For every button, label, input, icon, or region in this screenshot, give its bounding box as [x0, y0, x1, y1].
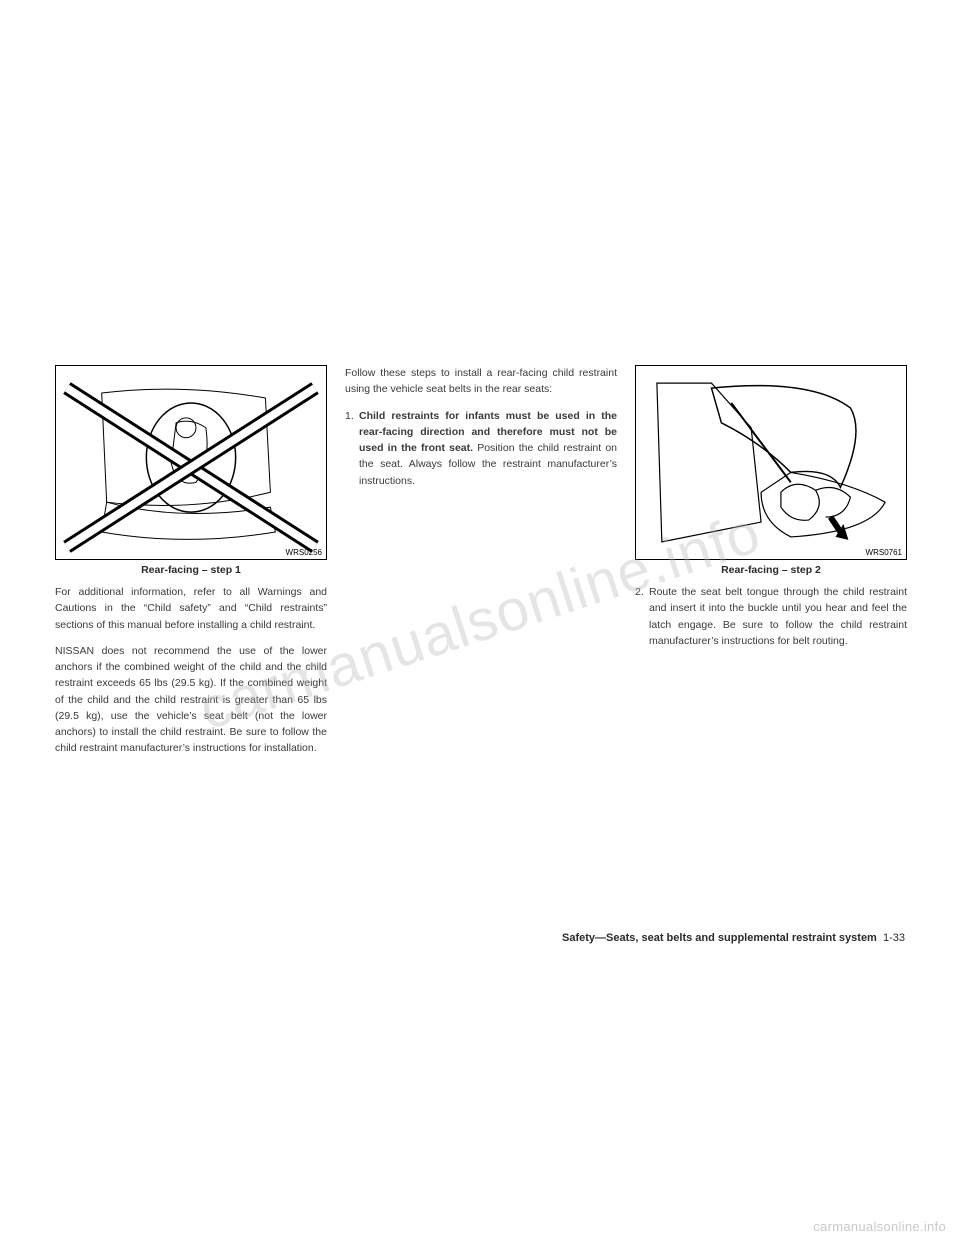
- figure-step1-code: WRS0256: [286, 548, 322, 557]
- page-content: WRS0256 Rear-facing – step 1 For additio…: [55, 365, 905, 767]
- figure-step2-code: WRS0761: [866, 548, 902, 557]
- step-2: 2. Route the seat belt tongue through th…: [635, 584, 907, 649]
- footer-section: Safety—Seats, seat belts and supplementa…: [562, 932, 877, 944]
- footer-url: carmanualsonline.info: [813, 1219, 946, 1234]
- col3-steps: 2. Route the seat belt tongue through th…: [635, 584, 907, 649]
- col2-intro: Follow these steps to install a rear-fac…: [345, 365, 617, 398]
- col1-para2: NISSAN does not recommend the use of the…: [55, 643, 327, 757]
- figure-step1-illustration: [62, 372, 320, 553]
- step-1-number: 1.: [345, 408, 354, 424]
- step-2-text: Route the seat belt tongue through the c…: [649, 586, 907, 647]
- figure-step1-caption: Rear-facing – step 1: [55, 564, 327, 576]
- column-3: WRS0761 Rear-facing – step 2 2. Route th…: [635, 365, 907, 767]
- figure-step1: WRS0256: [55, 365, 327, 560]
- col2-steps: 1. Child restraints for infants must be …: [345, 408, 617, 489]
- col1-para1: For additional information, refer to all…: [55, 584, 327, 633]
- step-1: 1. Child restraints for infants must be …: [345, 408, 617, 489]
- figure-step2-illustration: [642, 372, 900, 553]
- page-footer: Safety—Seats, seat belts and supplementa…: [55, 932, 905, 944]
- column-1: WRS0256 Rear-facing – step 1 For additio…: [55, 365, 327, 767]
- footer-page: 1-33: [883, 932, 905, 944]
- figure-step2: WRS0761: [635, 365, 907, 560]
- step-2-number: 2.: [635, 584, 644, 600]
- figure-step2-caption: Rear-facing – step 2: [635, 564, 907, 576]
- column-2: Follow these steps to install a rear-fac…: [345, 365, 617, 767]
